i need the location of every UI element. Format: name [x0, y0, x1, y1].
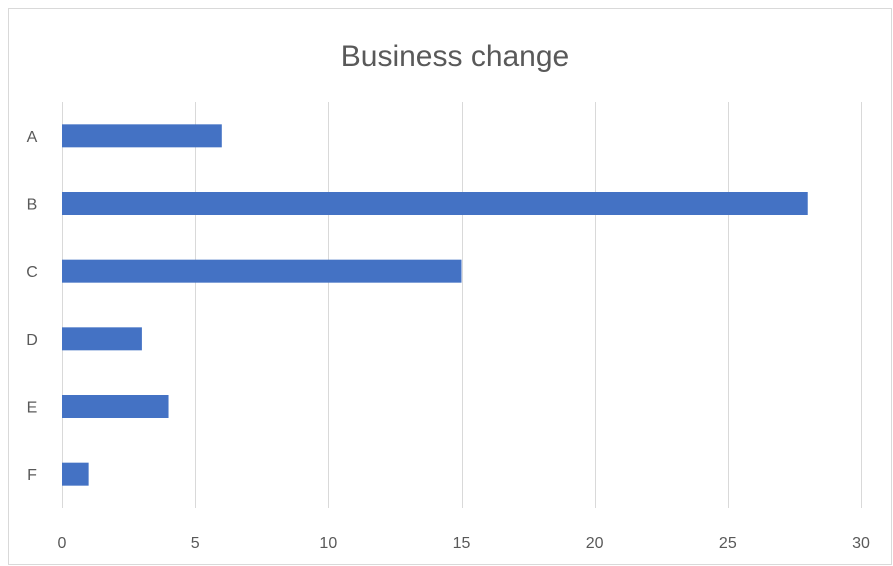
x-tick-label-0: 0 — [58, 535, 67, 552]
bar-F — [62, 462, 89, 486]
y-axis-tick-labels: A B C D E F — [26, 129, 38, 484]
chart-title: Business change — [341, 40, 570, 73]
x-tick-label-20: 20 — [586, 535, 604, 552]
bar-A — [62, 124, 222, 148]
y-tick-label-E: E — [27, 400, 38, 417]
chart-frame — [8, 8, 892, 565]
bar-C — [62, 259, 462, 283]
bar-D — [62, 327, 142, 351]
x-tick-label-30: 30 — [852, 535, 870, 552]
bar-B — [62, 192, 808, 215]
y-tick-label-C: C — [26, 264, 38, 281]
x-tick-label-15: 15 — [453, 535, 471, 552]
y-tick-label-F: F — [27, 467, 37, 484]
x-axis-tick-labels: 0 5 10 15 20 25 30 — [58, 535, 870, 552]
x-tick-label-25: 25 — [719, 535, 737, 552]
x-tick-label-10: 10 — [319, 535, 337, 552]
x-tick-label-5: 5 — [191, 535, 200, 552]
bars — [62, 124, 808, 486]
y-tick-label-D: D — [26, 332, 38, 349]
gridlines — [62, 102, 862, 508]
y-tick-label-B: B — [27, 197, 38, 214]
y-tick-label-A: A — [27, 129, 38, 146]
bar-E — [62, 395, 169, 418]
